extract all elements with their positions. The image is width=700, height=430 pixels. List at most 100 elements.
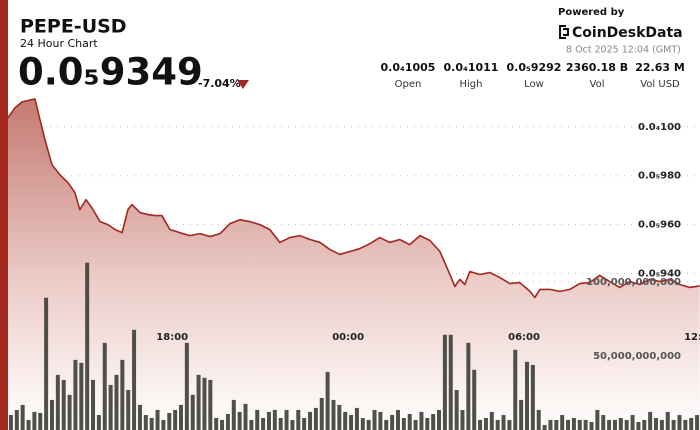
volume-layer: [8, 262, 700, 430]
volume-bar: [173, 409, 178, 430]
symbol: PEPE-USD: [20, 16, 127, 38]
volume-bar: [184, 342, 189, 430]
volume-bar: [618, 417, 623, 430]
volume-bar: [671, 419, 676, 430]
volume-bar: [507, 419, 512, 430]
stat-value: 22.63 M: [635, 61, 685, 74]
volume-bar: [454, 389, 459, 430]
brand-logo: [559, 25, 569, 39]
volume-bar: [108, 384, 113, 430]
brand: CoinDeskData: [572, 25, 683, 41]
volume-bar: [220, 419, 225, 430]
volume-bar: [566, 419, 571, 430]
volume-bar: [689, 417, 694, 430]
volume-bar: [202, 377, 207, 430]
volume-bar: [419, 411, 424, 430]
volume-bar: [249, 419, 254, 430]
volume-bar: [372, 409, 377, 430]
volume-bar: [624, 419, 629, 430]
volume-bar: [648, 411, 653, 430]
volume-bar: [437, 409, 442, 430]
volume-bar: [495, 419, 500, 430]
stat-label: Open: [395, 79, 422, 90]
volume-bar: [167, 412, 172, 430]
y-tick-label: 0.0₅960: [638, 220, 681, 231]
volume-bar: [231, 399, 236, 430]
volume-bar: [8, 415, 13, 430]
stat-label: Low: [524, 79, 544, 90]
volume-bar: [255, 409, 260, 430]
volume-bar: [483, 417, 488, 430]
volume-bar: [302, 417, 307, 430]
volume-bar: [395, 409, 400, 430]
volume-bar: [695, 415, 700, 430]
volume-bar: [390, 415, 395, 430]
volume-bar: [607, 419, 612, 430]
volume-bar: [530, 364, 535, 430]
volume-bar: [331, 399, 336, 430]
stat-value: 2360.18 B: [566, 61, 628, 74]
volume-bar: [659, 419, 664, 430]
stat-value: 0.0₄1005: [381, 61, 436, 74]
volume-bar: [413, 419, 418, 430]
volume-bar: [208, 379, 213, 430]
change: -7.04%: [198, 77, 241, 90]
volume-bar: [102, 342, 107, 430]
volume-bar: [583, 419, 588, 430]
volume-bar: [313, 407, 318, 430]
volume-bar: [325, 371, 330, 430]
volume-bar: [278, 417, 283, 430]
stat-value: 0.0₄1011: [444, 61, 499, 74]
volume-bar: [577, 419, 582, 430]
stat-label: High: [460, 79, 483, 90]
volume-bar: [425, 417, 430, 430]
volume-bar: [155, 409, 160, 430]
volume-bar: [237, 411, 242, 430]
volume-bar: [214, 417, 219, 430]
volume-bar: [472, 369, 477, 430]
volume-bar: [96, 415, 101, 430]
tick-labels: 0.0₄100 0.0₅980 0.0₅960 0.0₅940100,000,000,…: [156, 122, 700, 362]
volume-bar: [343, 411, 348, 430]
volume-bar: [91, 379, 96, 430]
volume-bar: [14, 409, 19, 430]
volume-bar: [636, 422, 641, 430]
stat-value: 0.0₅9292: [507, 61, 562, 74]
volume-bar: [44, 297, 49, 430]
volume-bar: [196, 374, 201, 430]
volume-bar: [431, 413, 436, 430]
x-tick-label: 12:00: [684, 332, 700, 343]
stat-label: Vol USD: [640, 79, 680, 90]
volume-bar: [308, 411, 313, 430]
volume-bar: [642, 419, 647, 430]
volume-bar: [266, 411, 271, 430]
volume-bar: [536, 409, 541, 430]
subtitle: 24 Hour Chart: [20, 37, 98, 50]
x-tick-label: 00:00: [332, 332, 364, 343]
volume-bar: [143, 415, 148, 430]
volume-bar: [525, 361, 529, 430]
volume-bar: [73, 359, 78, 430]
line-layer: [7, 98, 700, 299]
volume-bar: [601, 415, 606, 430]
volume-bar: [665, 411, 670, 430]
volume-bar: [296, 409, 301, 430]
volume-bar: [179, 404, 183, 430]
volume-bar: [49, 399, 54, 430]
stat-label: Vol: [590, 79, 605, 90]
volume-bar: [378, 411, 383, 430]
powered-by: Powered by: [558, 7, 625, 18]
price-area: [8, 98, 700, 430]
volume-bar: [384, 419, 389, 430]
volume-bar: [589, 422, 594, 430]
volume-bar: [38, 412, 43, 430]
down-arrow: [237, 80, 249, 89]
volume-bar: [612, 419, 617, 430]
volume-bar: [677, 415, 682, 430]
volume-bar: [243, 403, 248, 430]
volume-bar: [519, 399, 524, 430]
volume-bar: [560, 415, 565, 430]
volume-bar: [501, 415, 506, 430]
volume-bar: [366, 419, 371, 430]
